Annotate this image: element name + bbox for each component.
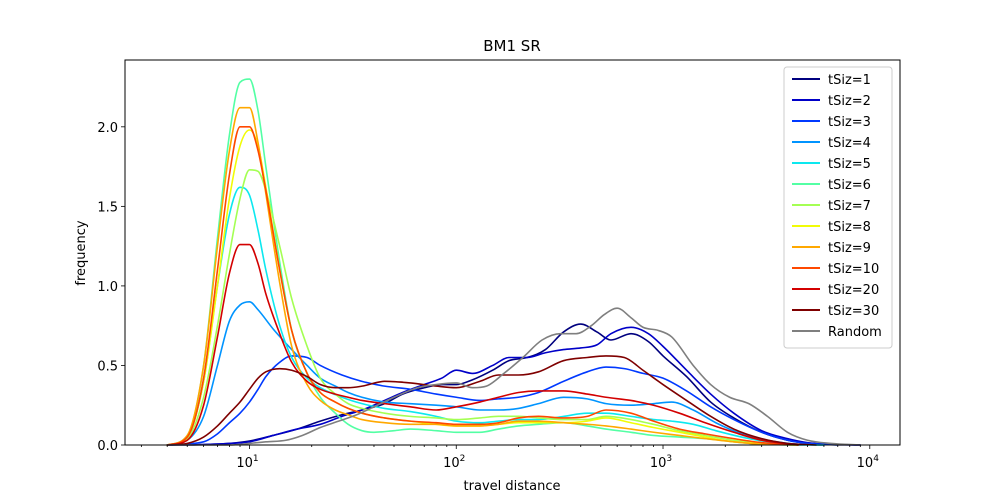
- series-line-tsiz-4: [166, 301, 825, 446]
- y-tick-label: 0.5: [97, 359, 118, 374]
- series-line-random: [166, 307, 862, 446]
- legend-entry-label: tSiz=10: [828, 262, 879, 277]
- legend-entry-label: tSiz=5: [828, 157, 871, 172]
- legend-entry-label: tSiz=1: [828, 73, 871, 88]
- y-axis-ticks: 0.0 0.5 1.0 1.5 2.0: [97, 121, 125, 454]
- x-tick-label: 104: [857, 454, 880, 471]
- x-tick-label: 103: [650, 454, 672, 471]
- series-line-tsiz-2: [166, 326, 862, 446]
- legend-entry-label: tSiz=6: [828, 178, 871, 193]
- series-line-tsiz-6: [166, 78, 799, 446]
- series-line-tsiz-1: [166, 323, 862, 446]
- plot-frame: [124, 59, 901, 446]
- series-line-tsiz-7: [166, 168, 799, 446]
- legend-entry-label: Random: [828, 325, 882, 340]
- legend-entry-label: tSiz=8: [828, 220, 871, 235]
- series-line-tsiz-9: [166, 106, 799, 446]
- x-tick-label: 102: [443, 454, 465, 471]
- y-tick-label: 0.0: [97, 439, 118, 454]
- legend: tSiz=1 tSiz=2 tSiz=3 tSiz=4 tSiz=5 tSiz=6 tSiz…: [783, 66, 893, 349]
- series-line-tsiz-30: [166, 355, 817, 446]
- series-line-tsiz-5: [166, 186, 825, 446]
- legend-entry-label: tSiz=9: [828, 241, 871, 256]
- y-tick-label: 1.0: [97, 280, 118, 295]
- series-line-tsiz-3: [166, 355, 839, 446]
- y-axis-label: frequency: [74, 220, 89, 286]
- series-layer: [166, 78, 862, 446]
- chart-title: BM1 SR: [483, 37, 541, 55]
- series-line-tsiz-10: [166, 126, 799, 446]
- legend-entry-label: tSiz=7: [828, 199, 871, 214]
- legend-entry-label: tSiz=20: [828, 283, 879, 298]
- x-axis-label: travel distance: [464, 479, 561, 494]
- series-line-tsiz-20: [166, 243, 799, 446]
- legend-entry-label: tSiz=30: [828, 304, 879, 319]
- x-tick-label: 101: [236, 454, 258, 471]
- legend-entry-label: tSiz=2: [828, 94, 871, 109]
- x-axis-ticks: 101 102 103 104: [140, 445, 880, 471]
- y-tick-label: 2.0: [97, 121, 118, 136]
- legend-box: [783, 66, 893, 349]
- y-tick-label: 1.5: [97, 200, 118, 215]
- legend-entry-label: tSiz=4: [828, 136, 871, 151]
- legend-entry-label: tSiz=3: [828, 115, 871, 130]
